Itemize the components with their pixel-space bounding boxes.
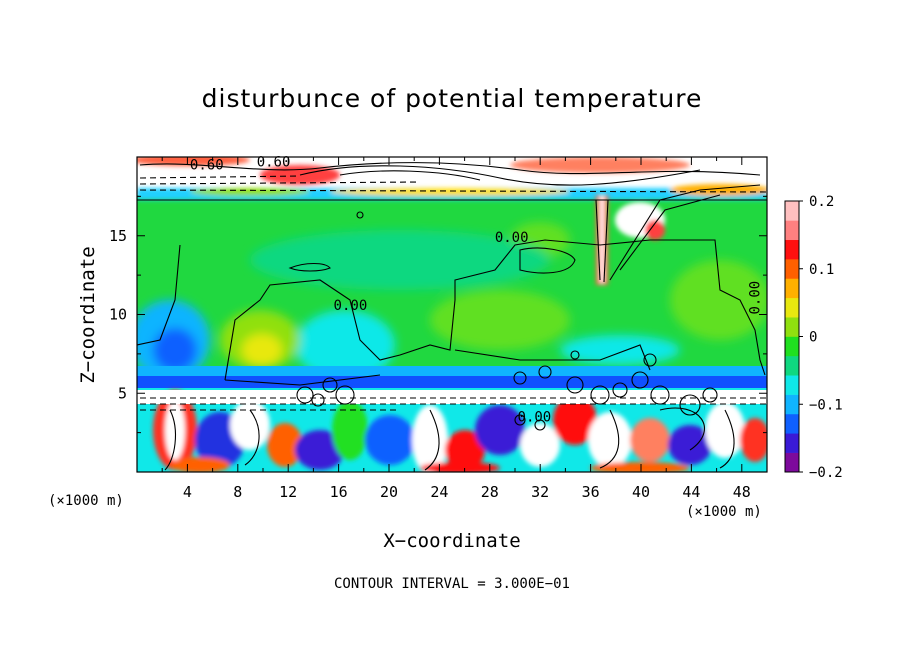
colorbar-swatch-11 — [785, 239, 799, 260]
chart-title: disturbunce of potential temperature — [201, 84, 703, 113]
x-tick-label-3: 16 — [330, 483, 348, 501]
x-tick-label-11: 48 — [733, 483, 751, 501]
colorbar-swatch-7 — [785, 317, 799, 337]
colorbar-swatch-5 — [785, 355, 799, 376]
x-axis-label: X−coordinate — [383, 530, 520, 552]
x-tick-label-0: 4 — [183, 483, 192, 501]
colorbar-label-1: 0.1 — [809, 262, 834, 278]
y-tick-label-2: 15 — [109, 227, 127, 245]
colorbar-swatch-13 — [785, 201, 799, 221]
contour-label-0: 0.60 — [190, 158, 224, 174]
x-tick-label-10: 44 — [682, 483, 700, 501]
colorbar-swatch-6 — [785, 336, 799, 357]
x-tick-label-1: 8 — [233, 483, 242, 501]
colorbar-swatch-8 — [785, 297, 799, 318]
contour-label-1: 0.60 — [257, 154, 291, 170]
y-axis-label: Z−coordinate — [77, 246, 99, 383]
contour-label-4: 0.00 — [747, 281, 763, 315]
colorbar-swatch-10 — [785, 259, 799, 279]
x-tick-label-4: 20 — [380, 483, 398, 501]
x-tick-label-2: 12 — [279, 483, 297, 501]
y-tick-label-0: 5 — [118, 384, 127, 402]
contour-label-3: 0.00 — [334, 298, 368, 314]
contour-label-2: 0.00 — [495, 230, 529, 246]
colorbar-swatch-1 — [785, 433, 799, 453]
x-unit-right: (×1000 m) — [686, 504, 762, 520]
colorbar-swatch-12 — [785, 220, 799, 241]
y-tick-label-1: 10 — [109, 306, 127, 324]
x-tick-label-6: 28 — [481, 483, 499, 501]
colorbar-label-0: 0.2 — [809, 194, 834, 210]
colorbar-swatch-3 — [785, 394, 799, 415]
temperature-field — [137, 157, 767, 472]
colorbar-swatch-0 — [785, 452, 799, 473]
x-tick-label-8: 36 — [582, 483, 600, 501]
plot-frame — [136, 156, 768, 473]
x-tick-label-9: 40 — [632, 483, 650, 501]
x-tick-label-7: 32 — [531, 483, 549, 501]
contour-interval-note: CONTOUR INTERVAL = 3.000E−01 — [333, 576, 570, 592]
colorbar-label-2: 0 — [809, 330, 817, 346]
colorbar-swatch-4 — [785, 375, 799, 395]
contour-label-5: 0.00 — [518, 410, 552, 426]
x-tick-label-5: 24 — [430, 483, 448, 501]
x-unit-left: (×1000 m) — [48, 493, 124, 509]
colorbar-swatch-2 — [785, 413, 799, 434]
colorbar — [784, 200, 803, 473]
colorbar-label-3: −0.1 — [809, 397, 843, 413]
colorbar-label-4: −0.2 — [809, 465, 843, 481]
colorbar-swatch-9 — [785, 278, 799, 299]
